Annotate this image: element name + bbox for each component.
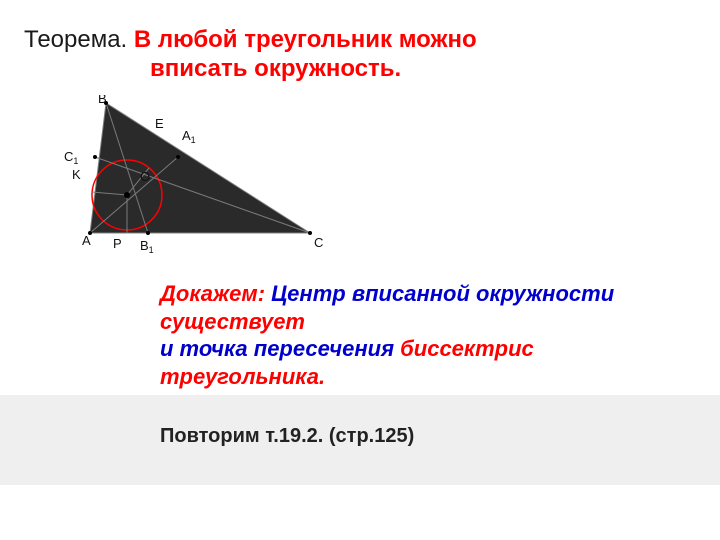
- theorem-line2: вписать окружность.: [150, 55, 401, 83]
- triangle-diagram: A B C A1 B1 C1 E K P O: [60, 95, 360, 265]
- label-A1: A1: [182, 128, 196, 145]
- center-dot: [124, 192, 130, 198]
- proof-text: Докажем: Центр вписанной окружности суще…: [160, 280, 660, 390]
- label-E: E: [155, 116, 164, 131]
- label-K: K: [72, 167, 81, 182]
- proof-part1: Центр вписанной окружности: [271, 281, 614, 306]
- proof-prefix: Докажем:: [160, 281, 271, 306]
- label-O: O: [140, 169, 150, 184]
- theorem-line1: В любой треугольник можно: [134, 26, 477, 53]
- label-C1: C1: [64, 149, 78, 166]
- triangle-fill: [90, 103, 310, 233]
- theorem-heading: Теорема. В любой треугольник можно: [24, 26, 477, 54]
- proof-part2: и точка пересечения: [160, 336, 400, 361]
- label-P: P: [113, 236, 122, 251]
- label-B: B: [98, 95, 107, 106]
- theorem-label: Теорема.: [24, 26, 127, 53]
- label-B1: B1: [140, 238, 154, 255]
- slide: Теорема. В любой треугольник можно вписа…: [0, 0, 720, 540]
- label-C: C: [314, 235, 323, 250]
- review-text: Повторим т.19.2. (стр.125): [160, 425, 414, 448]
- label-A: A: [82, 233, 91, 248]
- proof-accent: существует: [160, 309, 305, 334]
